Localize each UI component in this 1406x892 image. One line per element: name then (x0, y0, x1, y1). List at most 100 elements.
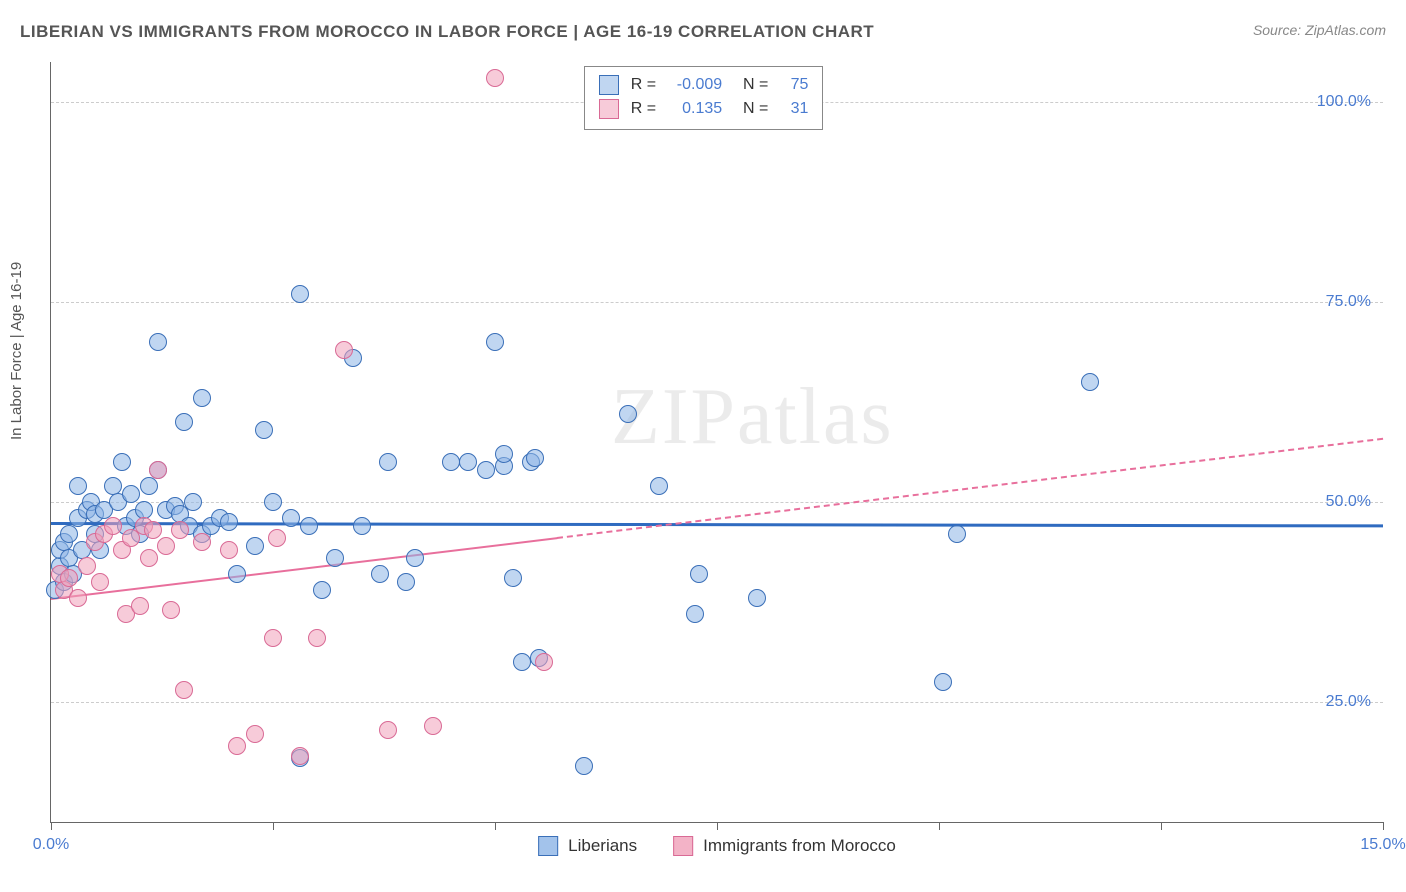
legend-label: Immigrants from Morocco (703, 836, 896, 856)
data-point (193, 533, 211, 551)
data-point (184, 493, 202, 511)
data-point (948, 525, 966, 543)
data-point (264, 629, 282, 647)
series-swatch (599, 99, 619, 119)
watermark-text: ZIPatlas (611, 372, 894, 463)
data-point (686, 605, 704, 623)
data-point (104, 517, 122, 535)
data-point (282, 509, 300, 527)
data-point (291, 747, 309, 765)
data-point (442, 453, 460, 471)
data-point (193, 389, 211, 407)
legend-swatch (673, 836, 693, 856)
data-point (371, 565, 389, 583)
data-point (175, 413, 193, 431)
x-tick-label: 0.0% (33, 836, 69, 854)
series-swatch (599, 75, 619, 95)
data-point (60, 569, 78, 587)
source-attribution: Source: ZipAtlas.com (1253, 22, 1386, 38)
data-point (513, 653, 531, 671)
data-point (397, 573, 415, 591)
data-point (149, 461, 167, 479)
data-point (228, 565, 246, 583)
data-point (175, 681, 193, 699)
data-point (526, 449, 544, 467)
data-point (291, 285, 309, 303)
stat-r-label: R = (631, 73, 656, 97)
data-point (91, 573, 109, 591)
x-tick-label: 15.0% (1360, 836, 1405, 854)
data-point (748, 589, 766, 607)
data-point (1081, 373, 1099, 391)
data-point (246, 537, 264, 555)
data-point (113, 453, 131, 471)
data-point (144, 521, 162, 539)
stat-n-label: N = (734, 73, 768, 97)
data-point (535, 653, 553, 671)
y-tick-label: 75.0% (1326, 293, 1371, 311)
legend-item: Liberians (538, 836, 637, 856)
stat-r-value: 0.135 (668, 97, 722, 121)
y-tick-label: 50.0% (1326, 493, 1371, 511)
data-point (650, 477, 668, 495)
data-point (171, 521, 189, 539)
x-tick (51, 822, 52, 830)
data-point (424, 717, 442, 735)
chart-title: LIBERIAN VS IMMIGRANTS FROM MOROCCO IN L… (20, 22, 874, 42)
y-tick-label: 25.0% (1326, 693, 1371, 711)
x-tick (495, 822, 496, 830)
data-point (60, 525, 78, 543)
data-point (69, 589, 87, 607)
data-point (308, 629, 326, 647)
data-point (335, 341, 353, 359)
y-axis-label: In Labor Force | Age 16-19 (8, 262, 25, 440)
data-point (300, 517, 318, 535)
data-point (220, 513, 238, 531)
legend-label: Liberians (568, 836, 637, 856)
stat-r-label: R = (631, 97, 656, 121)
gridline (51, 302, 1383, 303)
data-point (504, 569, 522, 587)
data-point (353, 517, 371, 535)
data-point (459, 453, 477, 471)
data-point (140, 549, 158, 567)
data-point (122, 485, 140, 503)
data-point (477, 461, 495, 479)
stat-n-label: N = (734, 97, 768, 121)
stat-row: R = -0.009 N = 75 (599, 73, 809, 97)
data-point (619, 405, 637, 423)
data-point (246, 725, 264, 743)
data-point (255, 421, 273, 439)
trend-line (51, 522, 1383, 527)
data-point (228, 737, 246, 755)
gridline (51, 502, 1383, 503)
y-tick-label: 100.0% (1317, 93, 1371, 111)
data-point (575, 757, 593, 775)
data-point (162, 601, 180, 619)
data-point (934, 673, 952, 691)
data-point (268, 529, 286, 547)
x-tick (939, 822, 940, 830)
data-point (326, 549, 344, 567)
stat-n-value: 75 (780, 73, 808, 97)
data-point (486, 333, 504, 351)
scatter-plot-area: ZIPatlas 25.0%50.0%75.0%100.0%0.0%15.0%R… (50, 62, 1383, 823)
x-tick (1161, 822, 1162, 830)
data-point (379, 453, 397, 471)
correlation-stats-box: R =-0.009 N =75R =0.135 N =31 (584, 66, 824, 130)
legend-swatch (538, 836, 558, 856)
x-tick (717, 822, 718, 830)
data-point (149, 333, 167, 351)
data-point (264, 493, 282, 511)
x-tick (273, 822, 274, 830)
x-tick (1383, 822, 1384, 830)
legend-item: Immigrants from Morocco (673, 836, 896, 856)
stat-r-value: -0.009 (668, 73, 722, 97)
data-point (140, 477, 158, 495)
data-point (313, 581, 331, 599)
data-point (69, 477, 87, 495)
stat-row: R =0.135 N =31 (599, 97, 809, 121)
data-point (379, 721, 397, 739)
data-point (131, 597, 149, 615)
data-point (406, 549, 424, 567)
